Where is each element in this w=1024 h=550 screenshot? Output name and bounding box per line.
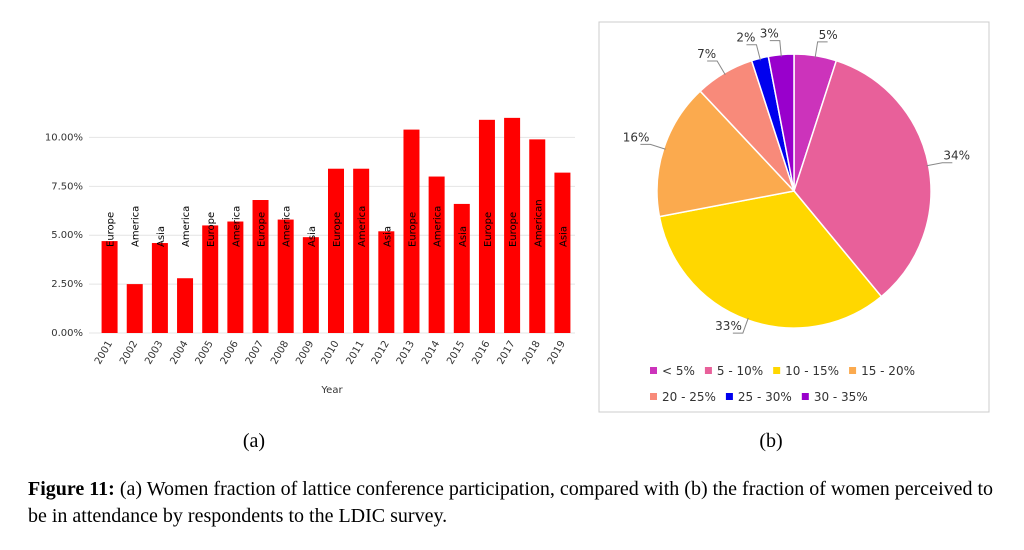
x-tick-label: 2009	[294, 339, 316, 367]
bar-annotation: Asia	[382, 226, 393, 247]
bar-annotation: American	[533, 199, 544, 247]
bar-annotation: America	[131, 206, 142, 247]
bar	[202, 225, 219, 333]
x-tick-label: 2004	[168, 339, 190, 367]
bar-annotation: America	[181, 206, 192, 247]
pie-label: 3%	[760, 27, 779, 41]
legend-label: < 5%	[662, 364, 695, 378]
pie-label: 33%	[715, 319, 742, 333]
figure: Year (a) (b) 0.00% 2.50% 5.00% 7.50% 10.00% E…	[45, 21, 990, 452]
legend-label: 25 - 30%	[738, 390, 792, 404]
x-tick-label: 2012	[370, 339, 392, 367]
bar	[252, 200, 269, 333]
x-tick-label: 2017	[495, 339, 517, 367]
bar	[353, 168, 370, 333]
bar	[378, 231, 395, 333]
legend-swatch	[704, 367, 712, 374]
x-axis-label: Year	[320, 385, 343, 396]
x-tick-label: 2003	[143, 339, 165, 367]
leader-line	[640, 143, 666, 150]
bar-annotation: Europe	[483, 212, 494, 247]
legend-swatch	[650, 393, 657, 400]
x-tick-label: 2013	[395, 339, 417, 367]
legend-swatch	[773, 367, 781, 374]
x-tick-label: 2007	[244, 339, 266, 367]
x-tick-label: 2002	[118, 339, 140, 367]
x-tick-label: 2016	[470, 339, 492, 367]
caption-label: Figure 11:	[28, 478, 115, 500]
leader-line	[707, 60, 726, 76]
bar-annotation: Asia	[458, 226, 469, 247]
x-tick-label: 2015	[445, 339, 467, 367]
caption: Figure 11: (a) Women fraction of lattice…	[28, 476, 1003, 530]
legend-swatch	[849, 367, 857, 374]
bar	[529, 139, 546, 333]
bar-annotation: America	[282, 206, 293, 247]
bar	[554, 172, 571, 333]
bar	[277, 219, 294, 333]
leader-line	[769, 40, 782, 57]
x-tick-label: 2006	[219, 339, 241, 367]
x-tick-label: 2008	[269, 339, 291, 367]
legend-label: 30 - 35%	[814, 390, 868, 404]
x-tick-label: 2011	[345, 339, 367, 367]
bar-annotation: Asia	[156, 226, 167, 247]
legend-swatch	[725, 393, 733, 400]
bar	[227, 221, 244, 333]
legend-label: 5 - 10%	[717, 364, 763, 378]
bar	[302, 237, 319, 333]
legend-label: 15 - 20%	[861, 364, 915, 378]
legend-label: 20 - 25%	[662, 390, 716, 404]
y-tick-label: 5.00%	[51, 230, 83, 241]
bar	[328, 168, 344, 333]
x-tick-label: 2019	[546, 339, 568, 367]
pie-label: 2%	[736, 31, 755, 45]
bar-annotation: Europe	[257, 212, 268, 247]
bar	[151, 243, 168, 333]
pie-frame	[598, 21, 990, 413]
bar-annotation: America	[433, 206, 444, 247]
bar	[101, 241, 118, 333]
legend-swatch	[650, 367, 657, 374]
bar	[504, 117, 521, 334]
pie-label: 5%	[819, 28, 838, 42]
pie-label: 7%	[697, 47, 716, 61]
bar-annotation: Europe	[332, 212, 343, 247]
bar-annotation: Europe	[106, 212, 117, 247]
leader-line	[926, 162, 953, 167]
x-tick-label: 2018	[521, 339, 543, 367]
leader-line	[814, 41, 828, 58]
caption-text: (a) Women fraction of lattice conference…	[28, 478, 994, 527]
subcaption: (b)	[759, 430, 782, 452]
bar	[428, 176, 445, 333]
y-tick-label: 0.00%	[51, 328, 83, 339]
bar	[478, 119, 495, 334]
bar	[126, 284, 143, 333]
pie-label: 34%	[943, 149, 970, 163]
bar-annotation: Asia	[558, 226, 569, 247]
leader-line	[732, 317, 749, 334]
y-tick-label: 2.50%	[51, 279, 83, 290]
bar	[177, 278, 194, 333]
x-tick-label: 2014	[420, 339, 442, 367]
y-tick-label: 7.50%	[51, 181, 83, 192]
bar	[403, 129, 420, 333]
bar-annotation: America	[357, 206, 368, 247]
bar-annotation: Asia	[307, 226, 318, 247]
x-tick-label: 2010	[319, 339, 341, 367]
legend-swatch	[801, 393, 809, 400]
x-tick-label: 2001	[93, 339, 115, 367]
bar-annotation: Europe	[407, 212, 418, 247]
legend-label: 10 - 15%	[785, 364, 839, 378]
pie-label: 16%	[623, 130, 650, 144]
y-tick-label: 10.00%	[45, 132, 83, 143]
bar-annotation: America	[231, 206, 242, 247]
leader-line	[746, 44, 761, 61]
bar-annotation: Europe	[206, 212, 217, 247]
bar	[453, 203, 470, 333]
x-tick-label: 2005	[194, 339, 216, 367]
subcaption: (a)	[243, 430, 265, 452]
bar-annotation: Europe	[508, 212, 519, 247]
